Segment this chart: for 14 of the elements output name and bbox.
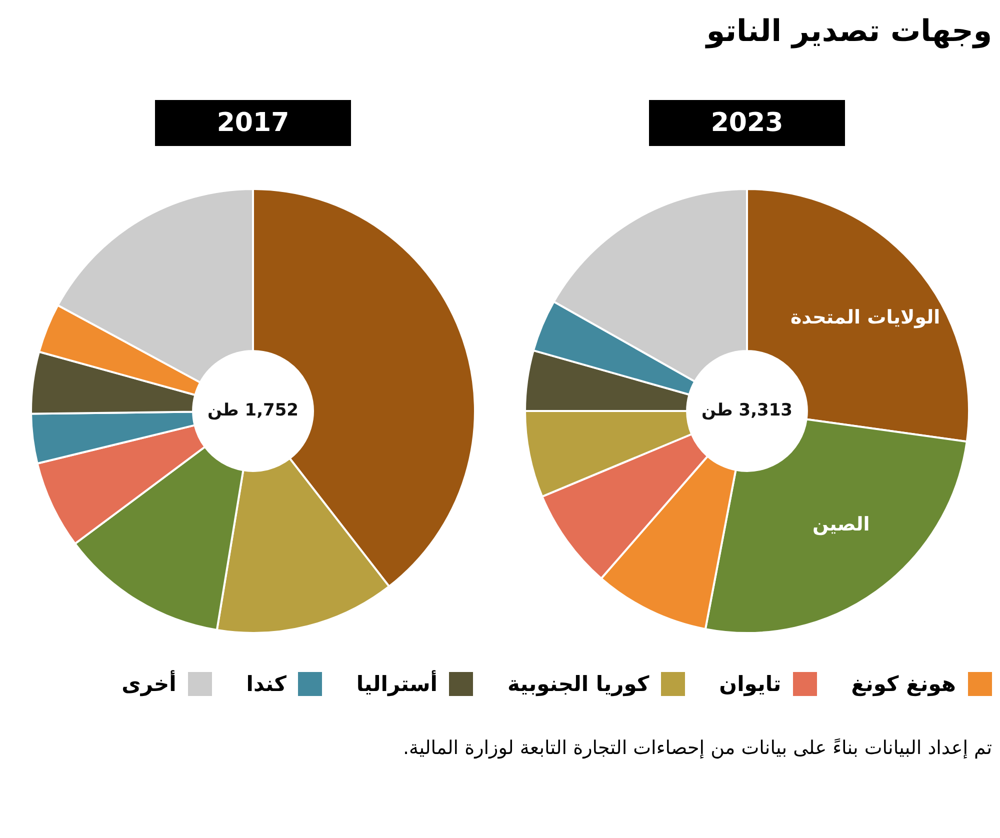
legend-label: هونغ كونغ (851, 672, 956, 696)
chart-subtitle: 2017 (155, 100, 351, 146)
legend-label: كوريا الجنوبية (507, 672, 650, 696)
text: 3,313 طن (701, 400, 793, 420)
slice-label: الصين (812, 514, 870, 536)
text: تم إعداد البيانات بناءً على بيانات من إحصاءات التجارة التابعة لوزارة المالية. (402, 736, 992, 761)
text: 1,752 طن (207, 400, 299, 420)
legend-label: أستراليا (356, 672, 438, 696)
chart-title: وجهات تصدير الناتو (704, 13, 992, 51)
legend-label: كندا (246, 672, 286, 696)
legend-label: أخرى (122, 672, 176, 696)
legend-label: تايوان (719, 672, 782, 696)
slice-label: الولايات المتحدة (790, 306, 940, 328)
chart-subtitle: 2023 (649, 100, 845, 146)
